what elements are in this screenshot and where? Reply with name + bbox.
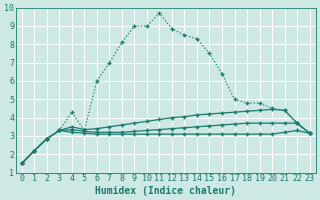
X-axis label: Humidex (Indice chaleur): Humidex (Indice chaleur) xyxy=(95,186,236,196)
